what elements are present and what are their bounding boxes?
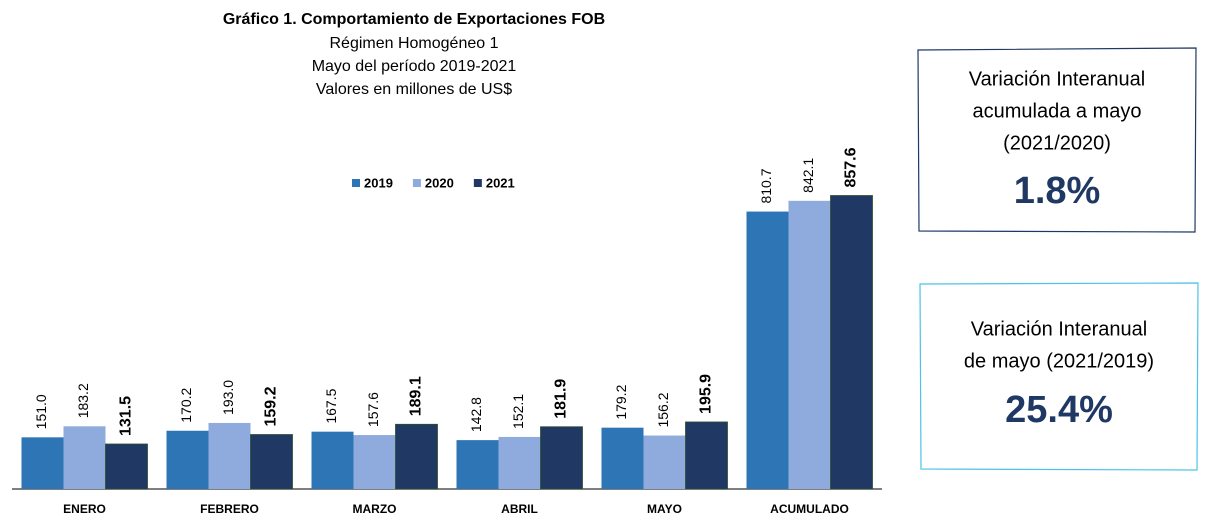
bar	[540, 426, 583, 490]
bar	[353, 435, 396, 489]
box-text: acumulada a mayo	[973, 100, 1142, 122]
box-text: (2021/2020)	[1003, 132, 1111, 154]
bar	[685, 421, 728, 490]
bar	[166, 430, 209, 489]
box-text: Variación Interanual	[971, 318, 1147, 340]
bar	[208, 422, 251, 489]
box-value: 1.8%	[1014, 170, 1101, 212]
info-box	[917, 47, 1197, 233]
data-label: 159.2	[263, 386, 280, 426]
data-label: 810.7	[758, 168, 774, 203]
chart-subtitle: Régimen Homogéneo 1	[330, 35, 499, 52]
box-text: de mayo (2021/2019)	[964, 350, 1154, 372]
data-label: 193.0	[220, 380, 236, 415]
chart-subtitle: Valores en millones de US$	[316, 81, 512, 98]
bar	[746, 211, 789, 490]
bar	[311, 431, 354, 489]
data-label: 152.1	[510, 394, 526, 429]
bar	[395, 423, 438, 490]
data-label: 181.9	[553, 379, 570, 419]
legend-swatch	[473, 179, 482, 187]
data-label: 142.8	[468, 397, 484, 432]
data-label: 157.6	[365, 392, 381, 427]
data-label: 170.2	[178, 388, 194, 423]
legend-label: 2020	[425, 175, 454, 190]
legend-swatch	[412, 179, 421, 187]
chart-title: Gráfico 1. Comportamiento de Exportacion…	[223, 11, 605, 28]
data-label: 183.2	[75, 383, 91, 418]
x-tick-label: MAYO	[647, 502, 682, 516]
legend-swatch	[352, 179, 360, 187]
info-box	[919, 282, 1199, 471]
x-tick-label: MARZO	[353, 502, 397, 516]
bar	[105, 443, 148, 490]
bar	[643, 435, 686, 489]
data-label: 195.9	[698, 374, 715, 414]
bar	[498, 436, 541, 489]
bar	[830, 195, 873, 490]
data-label: 179.2	[613, 384, 629, 419]
legend-label: 2019	[364, 175, 393, 190]
data-label: 189.1	[408, 376, 425, 416]
data-label: 167.5	[323, 388, 339, 423]
data-label: 857.6	[843, 147, 860, 187]
bar	[601, 427, 644, 489]
x-tick-label: ABRIL	[501, 502, 538, 516]
x-tick-label: ACUMULADO	[770, 502, 849, 516]
x-tick-label: ENERO	[63, 502, 106, 516]
box-text: Variación Interanual	[969, 68, 1145, 90]
box-value: 25.4%	[1005, 389, 1113, 431]
data-label: 842.1	[800, 158, 816, 193]
legend-label: 2021	[486, 175, 515, 190]
data-label: 156.2	[655, 392, 671, 427]
data-label: 131.5	[118, 396, 135, 436]
bar	[63, 426, 106, 489]
chart-subtitle: Mayo del período 2019-2021	[312, 58, 517, 75]
x-tick-label: FEBRERO	[200, 502, 259, 516]
bar	[21, 437, 64, 489]
bar	[788, 200, 831, 489]
data-label: 151.0	[33, 394, 49, 429]
bar	[456, 440, 499, 489]
bar	[250, 434, 293, 490]
